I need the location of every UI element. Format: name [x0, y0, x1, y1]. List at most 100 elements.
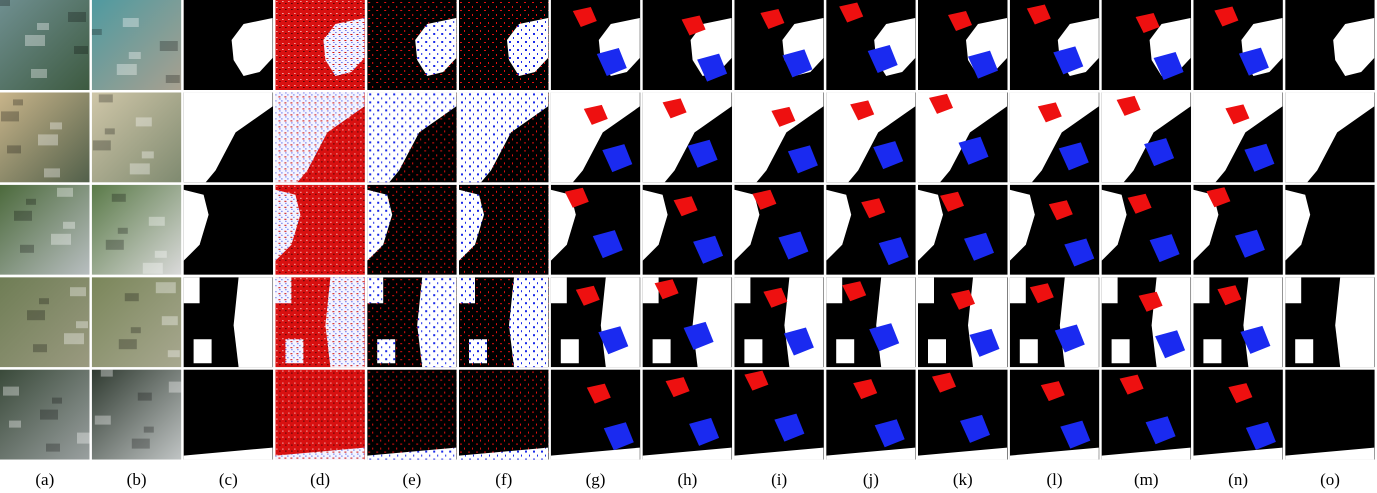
photo-feature — [142, 151, 154, 158]
image-tile — [734, 370, 824, 460]
tile-content — [275, 370, 365, 460]
tile-content — [92, 92, 182, 182]
image-tile — [551, 370, 641, 460]
background — [918, 370, 1008, 460]
subfigure-label: (n) — [1228, 470, 1248, 489]
image-tile — [92, 0, 182, 90]
tile-content — [918, 370, 1008, 460]
image-tile — [275, 185, 365, 275]
background — [643, 370, 733, 460]
image-tile — [918, 277, 1008, 367]
tile-content — [275, 185, 365, 275]
photo-feature — [46, 444, 60, 452]
image-tile — [1010, 92, 1100, 182]
image-tile — [459, 277, 549, 367]
photo-feature — [106, 240, 124, 250]
subfigure-label: (o) — [1320, 470, 1340, 489]
background — [734, 370, 824, 460]
photo-feature — [149, 217, 165, 226]
photo-feature — [20, 245, 34, 253]
photo-feature — [7, 145, 21, 153]
image-tile — [1193, 277, 1283, 367]
change-region — [1203, 339, 1221, 363]
photo-feature — [33, 344, 47, 352]
image-tile — [643, 185, 733, 275]
tile-content — [1193, 0, 1283, 90]
tile-content — [0, 185, 90, 275]
tile-content — [367, 185, 457, 275]
tile-content — [734, 185, 824, 275]
background — [184, 370, 274, 460]
image-tile — [184, 370, 274, 460]
image-tile — [367, 185, 457, 275]
change-region — [275, 277, 291, 303]
tile-content — [459, 370, 549, 460]
background — [551, 370, 641, 460]
photo-feature — [131, 327, 141, 333]
photo-feature — [156, 282, 176, 293]
background — [459, 370, 549, 460]
image-tile — [1010, 185, 1100, 275]
image-tile — [734, 277, 824, 367]
image-tile — [459, 370, 549, 460]
tile-content — [1285, 370, 1375, 460]
photo-feature — [129, 52, 141, 59]
tile-content — [1010, 277, 1100, 367]
image-tile — [1285, 0, 1375, 90]
photo-feature — [93, 140, 111, 150]
photo-feature — [26, 199, 36, 205]
photo-feature — [68, 12, 86, 22]
change-region — [968, 277, 1007, 367]
tile-content — [1193, 92, 1283, 182]
tile-content — [459, 277, 549, 367]
photo-feature — [74, 46, 88, 54]
photo-feature — [64, 333, 84, 344]
change-region — [194, 339, 212, 363]
image-tile — [734, 92, 824, 182]
image-tile — [1285, 277, 1375, 367]
photo-feature — [38, 134, 58, 145]
tile-content — [826, 185, 916, 275]
image-tile — [1193, 370, 1283, 460]
tile-content — [184, 370, 274, 460]
photo-feature — [50, 122, 62, 129]
photo-feature — [105, 128, 115, 134]
tile-content — [1193, 277, 1283, 367]
image-tile — [1010, 277, 1100, 367]
image-tile — [1193, 0, 1283, 90]
change-region — [1335, 277, 1374, 367]
photo-feature — [51, 234, 71, 245]
tile-content — [184, 0, 274, 90]
image-tile — [1010, 370, 1100, 460]
subfigure-label: (h) — [677, 470, 697, 489]
tile-content — [1010, 370, 1100, 460]
photo-feature — [14, 211, 32, 221]
image-tile — [1285, 185, 1375, 275]
change-region — [826, 277, 842, 303]
tile-content — [184, 92, 274, 182]
tile-content — [918, 92, 1008, 182]
tile-content — [643, 370, 733, 460]
photo-feature — [118, 228, 128, 234]
change-region — [734, 277, 750, 303]
tile-content — [918, 277, 1008, 367]
image-tile — [1285, 92, 1375, 182]
subfigure-label: (a) — [35, 470, 54, 489]
image-tile — [1102, 185, 1192, 275]
change-region — [509, 277, 548, 367]
photo-feature — [123, 18, 139, 27]
tile-content — [1102, 370, 1192, 460]
tile-content — [643, 185, 733, 275]
photo-feature — [25, 35, 45, 46]
change-region — [459, 277, 475, 303]
tile-content — [184, 277, 274, 367]
change-region — [876, 277, 915, 367]
change-region — [744, 339, 762, 363]
change-region — [417, 277, 456, 367]
tile-content — [643, 92, 733, 182]
tile-content — [367, 277, 457, 367]
image-tile — [275, 92, 365, 182]
background — [1102, 370, 1192, 460]
photo-feature — [9, 421, 21, 428]
photo-feature — [37, 23, 49, 30]
